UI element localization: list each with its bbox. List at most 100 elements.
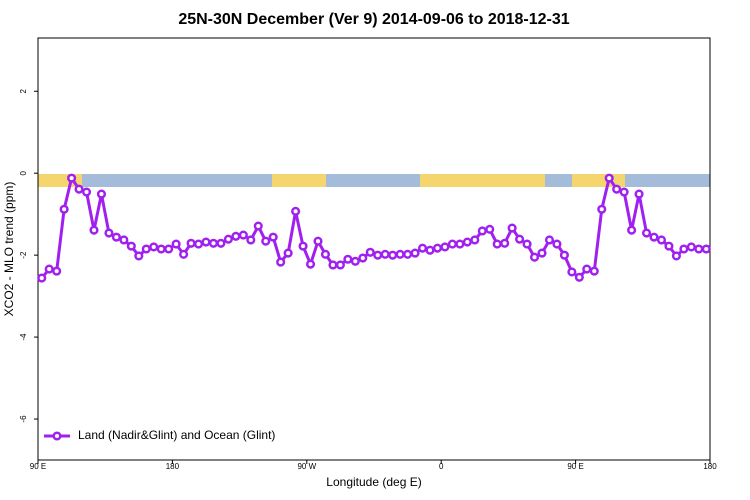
data-point [81,187,92,197]
data-point [126,241,136,251]
data-point [134,251,144,261]
data-point [500,238,510,248]
data-point [627,225,637,235]
data-point [447,239,457,249]
data-point [216,238,226,248]
x-tick-label: 90 W [297,462,316,471]
data-point [298,241,308,251]
data-point [567,267,577,277]
data-point [171,239,181,249]
data-point [425,245,435,255]
data-point [656,235,667,245]
data-point [52,266,62,276]
data-point [559,250,569,260]
data-point [186,238,196,248]
data-point [522,239,532,249]
data-point [552,239,562,249]
data-point [477,226,487,236]
data-point [641,228,652,238]
x-tick-label: 90 E [30,462,46,471]
data-point [201,237,211,247]
data-point [544,235,555,245]
data-point [44,264,54,274]
data-point [291,206,301,216]
data-point [156,244,166,254]
data-point [440,242,450,252]
data-point [470,235,480,245]
data-point [395,249,405,259]
data-point [246,235,256,245]
data-point [119,235,129,245]
data-point [701,244,711,254]
data-point [67,173,77,183]
y-tick-label: -6 [19,415,28,423]
data-point [223,234,233,244]
data-point [492,239,502,249]
x-tick-label: 180 [703,462,717,471]
data-point [253,221,263,231]
data-point [574,272,584,282]
data-point [462,237,472,247]
data-point [343,254,353,264]
land-ocean-strip [38,174,710,187]
data-point [380,249,390,259]
data-point [320,249,331,259]
data-point [679,244,689,254]
data-point [350,256,360,266]
data-point [582,264,592,274]
data-point [537,248,547,258]
data-point [305,259,316,269]
y-tick-label: 2 [19,88,28,93]
data-point [96,189,107,199]
data-point [238,230,248,240]
data-point [37,273,47,283]
data-point [589,266,599,276]
data-point [529,252,540,262]
y-axis-label: XCO2 - MLO trend (ppm) [2,182,16,317]
data-point [164,244,174,254]
land-band [420,174,545,187]
legend-label: Land (Nadir&Glint) and Ocean (Glint) [78,428,275,442]
data-point [313,236,323,246]
data-point [597,204,607,214]
data-point [141,244,151,254]
data-point [694,244,704,254]
chart-title: 25N-30N December (Ver 9) 2014-09-06 to 2… [178,11,569,28]
data-point [634,189,644,199]
data-point [373,250,383,260]
data-point [283,248,293,258]
data-point [89,225,99,235]
x-tick-label: 180 [166,462,180,471]
data-point [365,247,375,257]
data-point [193,239,204,249]
data-point [417,243,428,253]
data-point [208,238,219,248]
data-point [104,228,114,238]
legend-marker [52,431,62,441]
data-point [261,236,271,246]
x-tick-label: 90 E [567,462,583,471]
land-band [272,174,326,187]
data-point [612,184,622,194]
data-point [179,249,189,259]
data-point [74,184,84,194]
y-tick-label: -2 [19,251,28,259]
data-point [515,234,525,244]
y-tick-label: -4 [19,333,28,341]
data-point [231,231,241,241]
y-tick-label: 0 [19,170,28,175]
data-point [432,243,443,253]
data-point [619,187,629,197]
x-axis-label: Longitude (deg E) [326,475,421,489]
data-point [335,260,345,270]
data-point [268,232,278,242]
data-point [507,223,517,233]
data-point [664,241,674,251]
data-point [111,232,121,242]
data-point [686,242,696,252]
data-point [276,257,286,267]
data-point [388,250,398,260]
data-point [671,251,681,261]
